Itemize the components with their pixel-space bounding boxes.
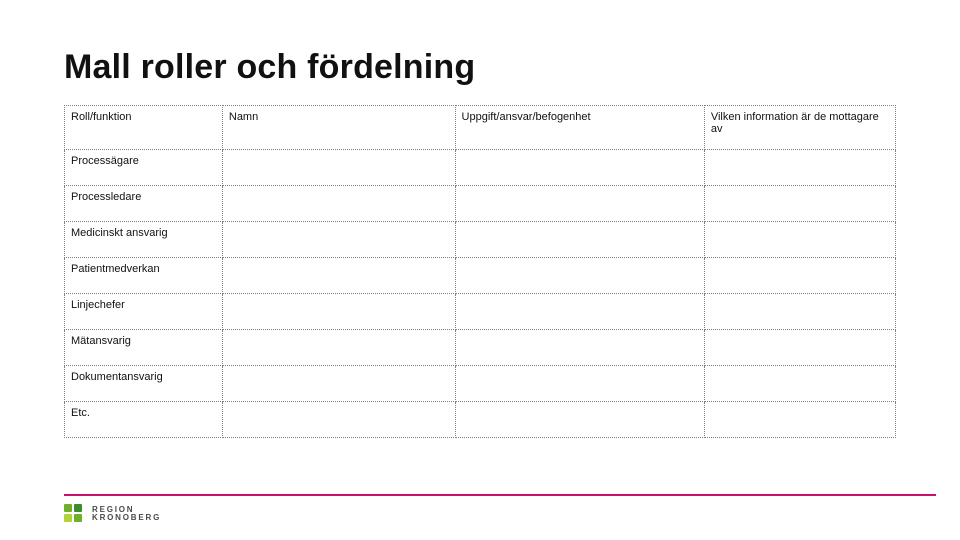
page-title: Mall roller och fördelning	[64, 48, 896, 87]
cell	[222, 150, 455, 186]
cell: Medicinskt ansvarig	[65, 222, 223, 258]
table-row: Processledare	[65, 186, 896, 222]
cell	[455, 258, 704, 294]
logo-line2: KRONOBERG	[92, 514, 161, 522]
cell	[455, 222, 704, 258]
table-row: Processägare	[65, 150, 896, 186]
table-row: Dokumentansvarig	[65, 366, 896, 402]
cell	[704, 186, 895, 222]
cell	[455, 366, 704, 402]
cell: Etc.	[65, 402, 223, 438]
roles-table: Roll/funktion Namn Uppgift/ansvar/befoge…	[64, 105, 896, 438]
col-header: Roll/funktion	[65, 106, 223, 150]
footer: REGION KRONOBERG	[0, 494, 960, 540]
cell	[455, 330, 704, 366]
cell	[704, 294, 895, 330]
cell: Dokumentansvarig	[65, 366, 223, 402]
cell	[455, 402, 704, 438]
cell	[455, 186, 704, 222]
cell	[704, 222, 895, 258]
cell	[704, 366, 895, 402]
logo: REGION KRONOBERG	[64, 504, 161, 524]
table-row: Etc.	[65, 402, 896, 438]
table-row: Patientmedverkan	[65, 258, 896, 294]
col-header: Namn	[222, 106, 455, 150]
cell	[222, 258, 455, 294]
cell	[704, 402, 895, 438]
footer-rule	[64, 494, 936, 496]
cell	[222, 330, 455, 366]
table-header-row: Roll/funktion Namn Uppgift/ansvar/befoge…	[65, 106, 896, 150]
col-header: Vilken information är de mottagare av	[704, 106, 895, 150]
cell: Patientmedverkan	[65, 258, 223, 294]
table-row: Mätansvarig	[65, 330, 896, 366]
cell: Linjechefer	[65, 294, 223, 330]
cell	[222, 366, 455, 402]
slide: Mall roller och fördelning Roll/funktion…	[0, 0, 960, 540]
cell	[455, 294, 704, 330]
logo-mark-icon	[64, 504, 84, 524]
cell	[222, 222, 455, 258]
cell	[222, 294, 455, 330]
table-row: Linjechefer	[65, 294, 896, 330]
cell	[704, 258, 895, 294]
cell	[222, 402, 455, 438]
table-row: Medicinskt ansvarig	[65, 222, 896, 258]
col-header: Uppgift/ansvar/befogenhet	[455, 106, 704, 150]
cell	[704, 330, 895, 366]
cell: Mätansvarig	[65, 330, 223, 366]
cell	[222, 186, 455, 222]
logo-text: REGION KRONOBERG	[92, 506, 161, 522]
cell: Processledare	[65, 186, 223, 222]
cell: Processägare	[65, 150, 223, 186]
cell	[455, 150, 704, 186]
cell	[704, 150, 895, 186]
